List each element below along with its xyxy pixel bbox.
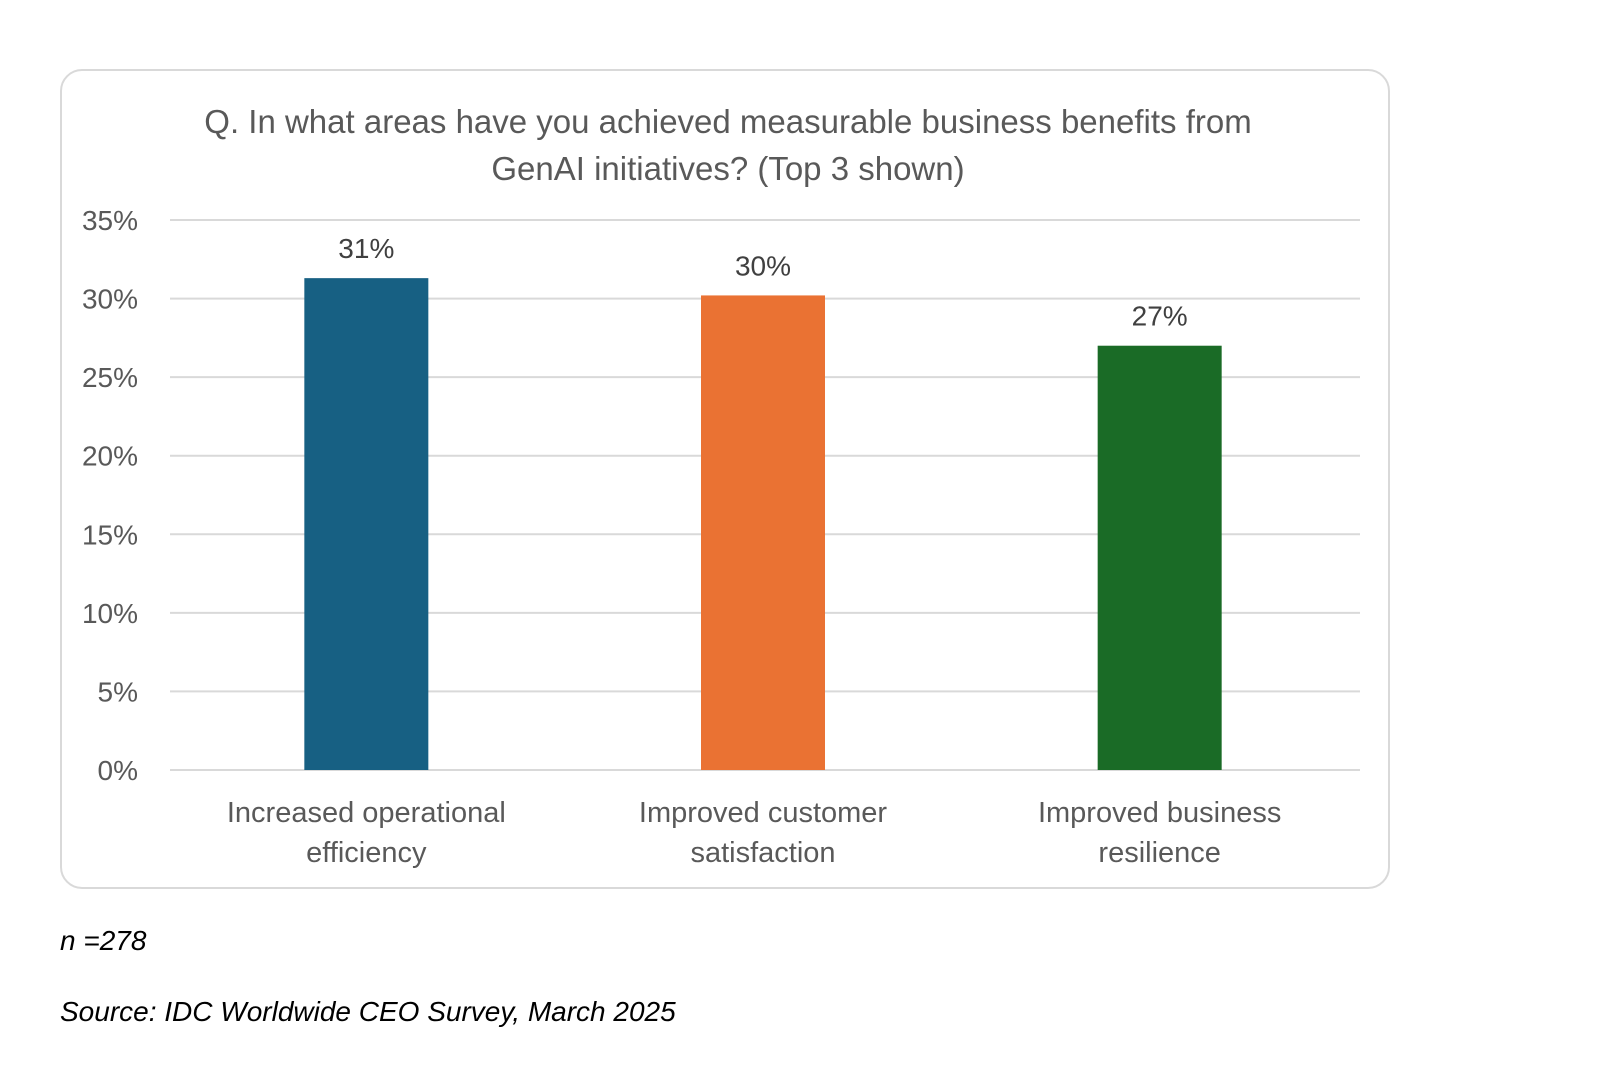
source-note: Source: IDC Worldwide CEO Survey, March … [60,996,676,1027]
x-tick-label: resilience [1098,837,1221,869]
bar [1097,345,1222,770]
y-tick-label: 30% [82,284,138,315]
data-label: 30% [735,250,791,281]
bar [701,295,825,770]
y-tick-label: 20% [82,441,138,472]
x-tick-label: Increased operational [227,797,506,829]
y-tick-label: 10% [82,598,138,629]
data-label: 31% [338,233,394,264]
x-tick-label: Improved business [1038,797,1281,829]
bar [304,278,429,770]
y-tick-label: 5% [98,676,138,707]
x-tick-label: efficiency [306,837,427,869]
chart-title: Q. In what areas have you achieved measu… [204,103,1252,187]
chart-card [60,69,1390,889]
sample-size-note: n =278 [60,925,147,956]
y-tick-label: 35% [82,205,138,236]
x-tick-label: Improved customer [639,797,888,829]
y-tick-label: 0% [98,755,138,786]
y-tick-label: 15% [82,519,138,550]
x-tick-label: satisfaction [690,837,835,869]
data-label: 27% [1132,301,1188,332]
y-tick-label: 25% [82,362,138,393]
